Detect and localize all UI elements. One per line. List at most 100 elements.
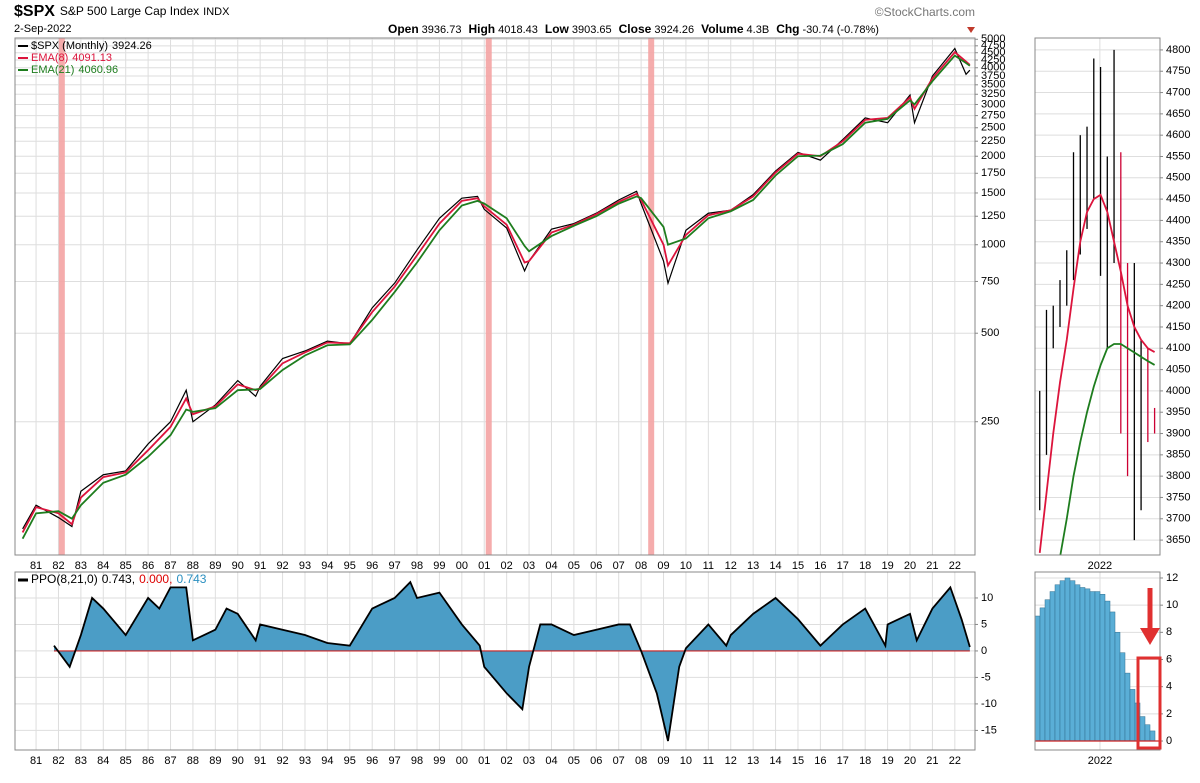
x-tick-label: 91 [254, 560, 266, 572]
x-tick-label: 05 [568, 755, 580, 767]
x-tick-label: 21 [926, 755, 938, 767]
x-tick-label: 09 [657, 755, 669, 767]
series-line [21, 54, 971, 540]
x-tick-label: 16 [814, 560, 826, 572]
x-tick-label: 08 [635, 755, 647, 767]
y-tick-label: 4 [1166, 681, 1172, 693]
x-tick-label: 98 [411, 755, 423, 767]
y-tick-label: 4500 [981, 47, 1005, 59]
x-tick-label: 81 [30, 755, 42, 767]
panel-frame [1034, 37, 1161, 556]
y-tick-label: 2750 [981, 109, 1005, 121]
x-tick-label: 18 [859, 755, 871, 767]
quote-label: Chg [776, 22, 799, 36]
exchange: INDX [203, 6, 230, 18]
quote-value: 4.3B [747, 24, 770, 36]
quote-value: 4018.43 [498, 24, 538, 36]
x-tick-label: 01 [478, 755, 490, 767]
x-tick-label: 84 [97, 560, 109, 572]
x-tick-label: 06 [590, 560, 602, 572]
x-tick-label: 89 [209, 560, 221, 572]
bar [1139, 716, 1146, 742]
x-tick-label: 14 [769, 560, 781, 572]
x-tick-label: 00 [456, 560, 468, 572]
bar [1089, 591, 1096, 742]
y-tick-label: 3950 [1166, 406, 1190, 418]
y-tick-label: 4450 [1166, 193, 1190, 205]
y-tick-label: 3800 [1166, 470, 1190, 482]
x-tick-label: 13 [747, 755, 759, 767]
x-tick-label: 14 [769, 755, 781, 767]
header-title: $SPX S&P 500 Large Cap Index INDX [14, 3, 230, 20]
bar [1129, 689, 1136, 742]
x-tick-label: 96 [366, 755, 378, 767]
x-tick-label: 03 [523, 755, 535, 767]
x-tick-label: 11 [703, 560, 714, 572]
x-tick-label: 2022 [1088, 560, 1112, 572]
bar [1084, 588, 1091, 742]
highlight-band [58, 38, 65, 555]
legend-value: 0.743 [176, 572, 206, 586]
quote-label: High [468, 22, 495, 36]
bar [1104, 600, 1111, 742]
y-tick-label: 500 [981, 327, 999, 339]
y-tick-label: 4600 [1166, 129, 1190, 141]
x-tick-label: 82 [52, 560, 64, 572]
x-tick-label: 02 [501, 560, 513, 572]
x-tick-label: 12 [725, 560, 737, 572]
y-tick-label: 5000 [981, 33, 1005, 45]
x-tick-label: 09 [657, 560, 669, 572]
legend-entry: PPO(8,21,0) 0.743, 0.000, 0.743 [31, 572, 207, 586]
x-tick-label: 13 [747, 560, 759, 572]
source: ©StockCharts.com [875, 5, 975, 19]
bar [1054, 584, 1061, 742]
y-tick-label: 1750 [981, 167, 1005, 179]
y-tick-label: 12 [1166, 572, 1178, 584]
x-tick-label: 01 [478, 560, 490, 572]
date: 2-Sep-2022 [14, 23, 72, 35]
legend-value: 0.000, [139, 572, 172, 586]
x-tick-label: 93 [299, 755, 311, 767]
x-tick-label: 10 [680, 755, 692, 767]
legend-name: EMA(8) [31, 52, 68, 64]
x-tick-label: 86 [142, 755, 154, 767]
x-tick-label: 18 [859, 560, 871, 572]
bar [1079, 587, 1086, 742]
bar [1064, 577, 1071, 742]
bar [1094, 591, 1101, 742]
highlight-band [485, 38, 492, 555]
x-tick-label: 95 [344, 560, 356, 572]
legend-entry: $SPX (Monthly) 3924.26 [31, 40, 152, 52]
y-tick-label: 4500 [1166, 172, 1190, 184]
bar [1144, 724, 1151, 742]
y-tick-label: 2 [1166, 708, 1172, 720]
x-tick-label: 12 [725, 755, 737, 767]
y-tick-label: -5 [981, 671, 991, 683]
x-tick-label: 96 [366, 560, 378, 572]
bar [1099, 594, 1106, 742]
x-tick-label: 15 [792, 755, 804, 767]
y-tick-label: 4400 [1166, 214, 1190, 226]
x-tick-label: 88 [187, 560, 199, 572]
panel-frame [14, 37, 976, 556]
x-tick-label: 10 [680, 560, 692, 572]
x-tick-label: 07 [613, 755, 625, 767]
x-tick-label: 22 [949, 560, 961, 572]
legend-entry: EMA(8) 4091.13 [31, 52, 112, 64]
bar [1119, 652, 1126, 742]
x-tick-label: 04 [545, 560, 557, 572]
x-tick-label: 87 [164, 755, 176, 767]
x-tick-label: 85 [120, 560, 132, 572]
quote-label: Low [545, 22, 570, 36]
y-tick-label: 1000 [981, 239, 1005, 251]
quote-value: 3924.26 [654, 24, 694, 36]
y-tick-label: 4050 [1166, 364, 1190, 376]
y-tick-label: 4750 [981, 40, 1005, 52]
y-tick-label: 4250 [981, 54, 1005, 66]
x-tick-label: 91 [254, 755, 266, 767]
y-tick-label: 4650 [1166, 108, 1190, 120]
x-tick-label: 19 [881, 755, 893, 767]
plot-area [15, 572, 975, 750]
quote-label: Open [388, 22, 419, 36]
